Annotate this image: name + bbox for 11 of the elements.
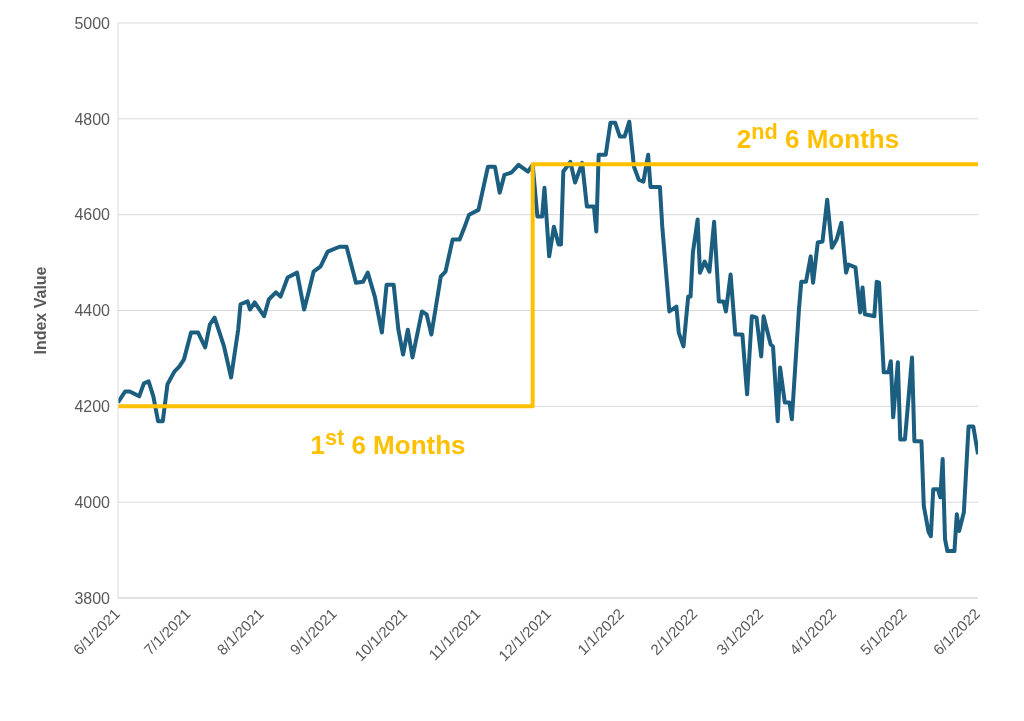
annotation: 1$^{st}$ 6 Months [310,424,466,462]
y-tick-label: 4000 [74,493,111,511]
y-tick-label: 4600 [74,206,111,224]
y-tick-label: 4800 [74,110,111,128]
y-tick-label: 3800 [74,589,111,607]
y-axis-title: Index Value [31,266,49,355]
y-tick-label: 5000 [74,14,111,32]
line-series [118,119,978,554]
annotation: 2$^{nd}$ 6 Months [736,118,900,156]
y-tick-label: 4400 [74,302,111,320]
y-tick-label: 4200 [74,398,111,416]
